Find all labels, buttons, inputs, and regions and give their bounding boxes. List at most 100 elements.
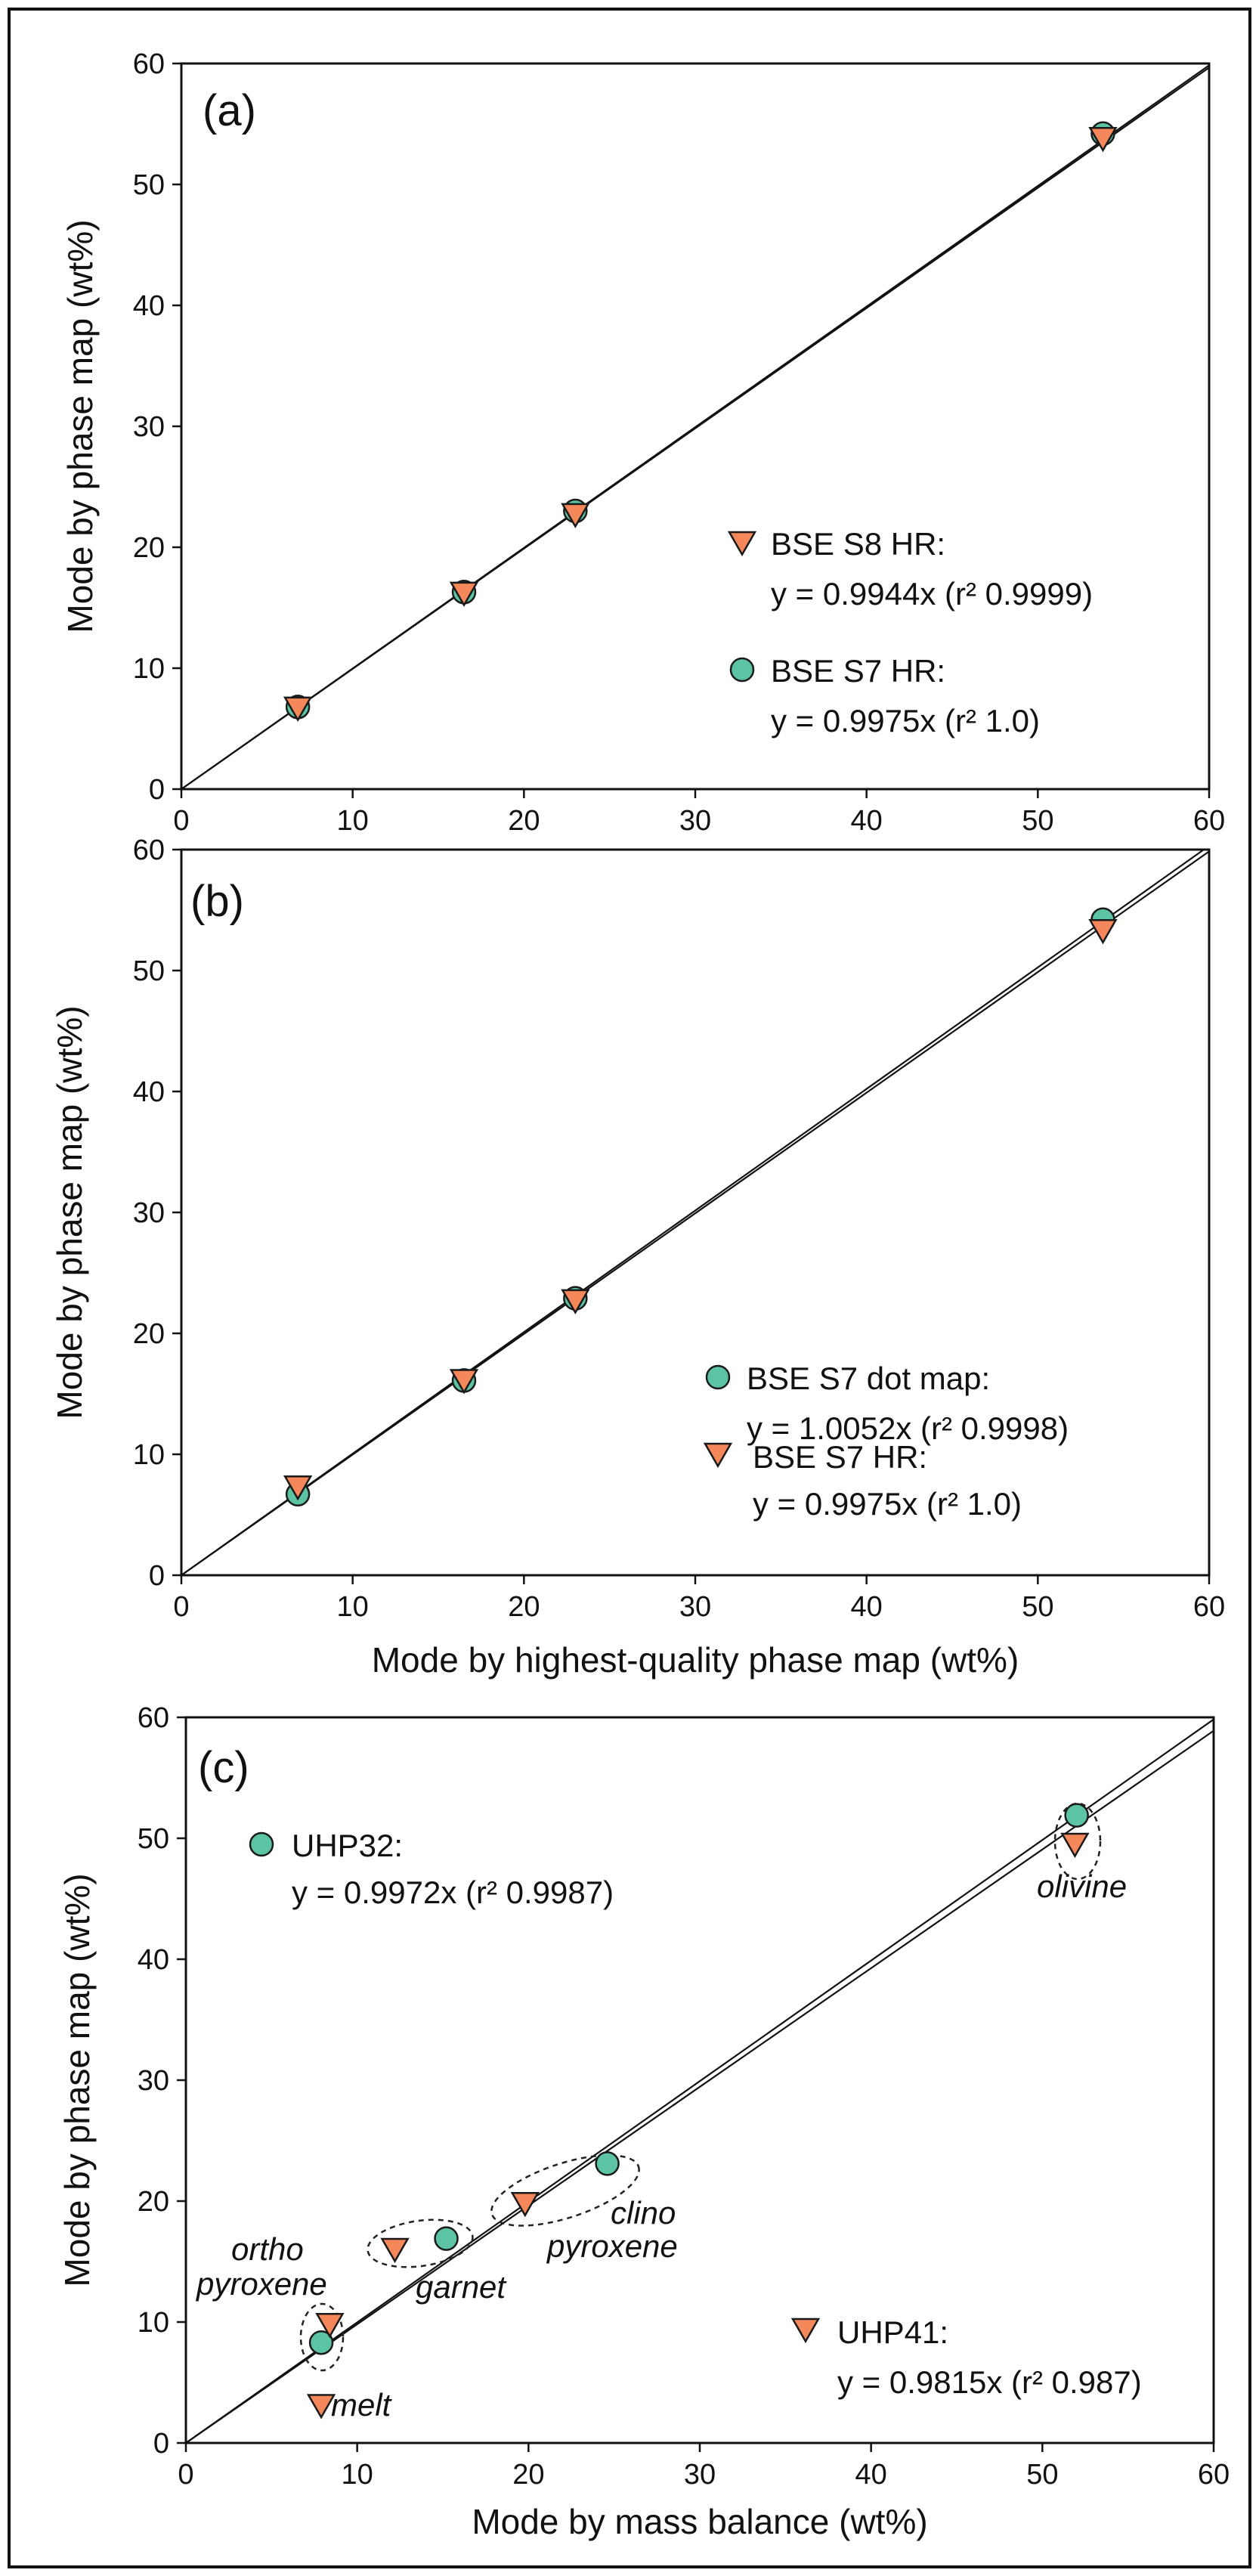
panel-c-y-tick-label: 0 (153, 2428, 169, 2460)
panel-b-y-tick-label: 50 (133, 955, 165, 987)
panel-c-legend-uhp32-name: UHP32: (292, 1828, 403, 1863)
panel-c-x-tick-label: 50 (1026, 2459, 1058, 2491)
panel-b-legend-marker-s7-hr (703, 1442, 733, 1469)
panel-c-y-tick-label: 20 (138, 2186, 169, 2218)
panel-c-legend: UHP32: y = 0.9972x (r² 0.9987) UHP41: y … (249, 1828, 1142, 2400)
panel-b-label: (b) (190, 877, 244, 926)
panel-b: 0 10 20 30 40 50 60 0 10 20 30 40 50 60 (b) Mode by p… (50, 834, 1225, 1680)
panel-c-legend-symbol-circle (249, 1831, 274, 1857)
panel-c-point-triangle-2 (380, 2237, 410, 2264)
panel-b-point-triangle-3 (1088, 919, 1118, 945)
panel-b-x-tick-label: 60 (1193, 1591, 1225, 1623)
panel-b-legend-s7-hr-equation: y = 0.9975x (r² 1.0) (753, 1486, 1022, 1522)
olivine-group-outline (1053, 1802, 1102, 1881)
panel-b-x-tick-label: 20 (508, 1591, 540, 1623)
panel-b-ticks: 0 10 20 30 40 50 60 0 10 20 30 40 50 60 (133, 834, 1225, 1623)
panel-a-point-triangle-0 (283, 696, 313, 722)
panel-a-legend-s7-equation: y = 0.9975x (r² 1.0) (771, 703, 1040, 738)
panel-a-y-tick-label: 40 (133, 290, 165, 322)
panel-a-point-triangle-2 (561, 503, 590, 528)
panel-b-x-tick-label: 10 (337, 1591, 369, 1623)
panel-a-y-tick-label: 10 (133, 653, 165, 685)
annotation-clino: clino (611, 2195, 676, 2231)
panel-a-x-tick-label: 40 (851, 805, 883, 837)
panel-a-y-tick-label: 0 (149, 774, 165, 806)
panel-b-points (283, 907, 1118, 1507)
annotation-ortho-pyroxene: pyroxene (195, 2266, 327, 2302)
panel-b-y-tick-label: 10 (133, 1439, 165, 1471)
panel-c-legend-marker-uhp32 (249, 1831, 274, 1857)
orthopyroxene-group-outline (299, 2302, 345, 2372)
panel-b-legend-symbol-triangle (703, 1442, 733, 1469)
panel-c-point-triangle-0 (306, 2394, 336, 2420)
panel-c-groupings (299, 1802, 1102, 2372)
panel-c-x-tick-label: 0 (178, 2459, 193, 2491)
panel-a-point-triangle-1 (449, 581, 479, 607)
clinopyroxene-group-outline (490, 2154, 640, 2227)
panel-c-legend-uhp32-equation: y = 0.9972x (r² 0.9987) (292, 1875, 614, 1910)
panel-c-x-tick-label: 20 (512, 2459, 544, 2491)
panel-a-legend-s7-name: BSE S7 HR: (771, 653, 945, 689)
panel-c-y-tick-label: 40 (138, 1944, 169, 1976)
panel-a-point-triangle-3 (1088, 127, 1118, 153)
panel-b-y-axis-title: Mode by phase map (wt%) (50, 1005, 89, 1419)
panel-a-x-tick-label: 0 (173, 805, 189, 837)
panel-c-point-triangle-1 (315, 2313, 345, 2339)
panel-b-y-tick-label: 20 (133, 1318, 165, 1350)
panel-c-legend-uhp41-name: UHP41: (837, 2314, 948, 2350)
panel-c-point-circle-2 (595, 2151, 620, 2176)
panel-b-legend-dot-map-equation: y = 1.0052x (r² 0.9998) (747, 1410, 1069, 1446)
panel-b-y-tick-label: 0 (149, 1560, 165, 1592)
panel-c-fit-lines (185, 1718, 1214, 2444)
panel-a-legend-s8-name: BSE S8 HR: (771, 526, 945, 562)
panel-a-legend-marker-s7 (729, 657, 755, 683)
annotation-olivine: olivine (1037, 1869, 1127, 1904)
panel-c-x-tick-label: 10 (342, 2459, 373, 2491)
panel-a-x-tick-label: 20 (508, 805, 540, 837)
panel-a-ticks: 0 10 20 30 40 50 60 0 10 20 30 40 50 60 (133, 48, 1225, 837)
garnet-group-outline (367, 2218, 474, 2268)
panel-c-y-tick-label: 10 (138, 2307, 169, 2339)
panel-a-x-tick-label: 10 (337, 805, 369, 837)
panel-b-x-tick-label: 30 (679, 1591, 711, 1623)
panel-c-point-triangle-3 (510, 2192, 540, 2218)
panel-c-legend-uhp41-equation: y = 0.9815x (r² 0.987) (837, 2364, 1142, 2400)
panel-a-legend-marker-s8 (727, 531, 757, 557)
annotation-melt: melt (331, 2387, 393, 2423)
panel-b-x-tick-label: 40 (851, 1591, 883, 1623)
panel-b-point-triangle-0 (283, 1475, 313, 1501)
panel-c-x-axis-title: Mode by mass balance (wt%) (472, 2502, 927, 2541)
panel-c-y-tick-label: 50 (138, 1823, 169, 1855)
panel-b-legend-marker-dot-map (705, 1364, 731, 1390)
panel-c-y-tick-label: 30 (138, 2065, 169, 2097)
panel-c-points (306, 1803, 1090, 2420)
panel-b-legend-symbol-circle (705, 1364, 731, 1390)
panel-c-point-circle-1 (434, 2226, 459, 2251)
panel-a-y-axis-title: Mode by phase map (wt%) (60, 219, 100, 633)
panel-a-x-tick-label: 60 (1193, 805, 1225, 837)
panel-a-y-tick-label: 20 (133, 532, 165, 564)
panel-a-legend-s8-equation: y = 0.9944x (r² 0.9999) (771, 576, 1093, 611)
panel-a: 0 10 20 30 40 50 60 0 10 20 30 40 50 60 (a) Mode by p… (60, 48, 1225, 837)
panel-b-fit-line-1 (181, 850, 1210, 1576)
annotation-clino-pyroxene: pyroxene (546, 2228, 678, 2264)
panel-b-x-tick-label: 0 (173, 1591, 189, 1623)
panel-c-point-circle-0 (308, 2330, 334, 2355)
panel-a-x-tick-label: 30 (679, 805, 711, 837)
panel-c-point-circle-3 (1064, 1803, 1089, 1828)
annotation-garnet: garnet (416, 2269, 507, 2305)
panel-b-fit-lines (181, 849, 1210, 1576)
panel-b-legend: BSE S7 dot map: y = 1.0052x (r² 0.9998) … (703, 1361, 1069, 1522)
panel-c-fit-line-0 (185, 1718, 1214, 2444)
panel-a-legend: BSE S8 HR: y = 0.9944x (r² 0.9999) BSE S… (727, 526, 1093, 738)
panel-b-y-tick-label: 60 (133, 834, 165, 866)
panel-a-label: (a) (203, 86, 256, 135)
annotation-ortho: ortho (231, 2231, 304, 2267)
panel-b-legend-dot-map-name: BSE S7 dot map: (747, 1361, 990, 1396)
panel-c-label: (c) (198, 1743, 249, 1792)
panel-c: 0 10 20 30 40 50 60 0 10 20 30 40 50 60 (c) Mode by p… (57, 1702, 1230, 2541)
panel-c-ticks: 0 10 20 30 40 50 60 0 10 20 30 40 50 60 (138, 1702, 1230, 2491)
panel-c-y-tick-label: 60 (138, 1702, 169, 1734)
panel-a-fit-lines (181, 64, 1210, 790)
panel-c-fit-line-1 (185, 1729, 1214, 2444)
